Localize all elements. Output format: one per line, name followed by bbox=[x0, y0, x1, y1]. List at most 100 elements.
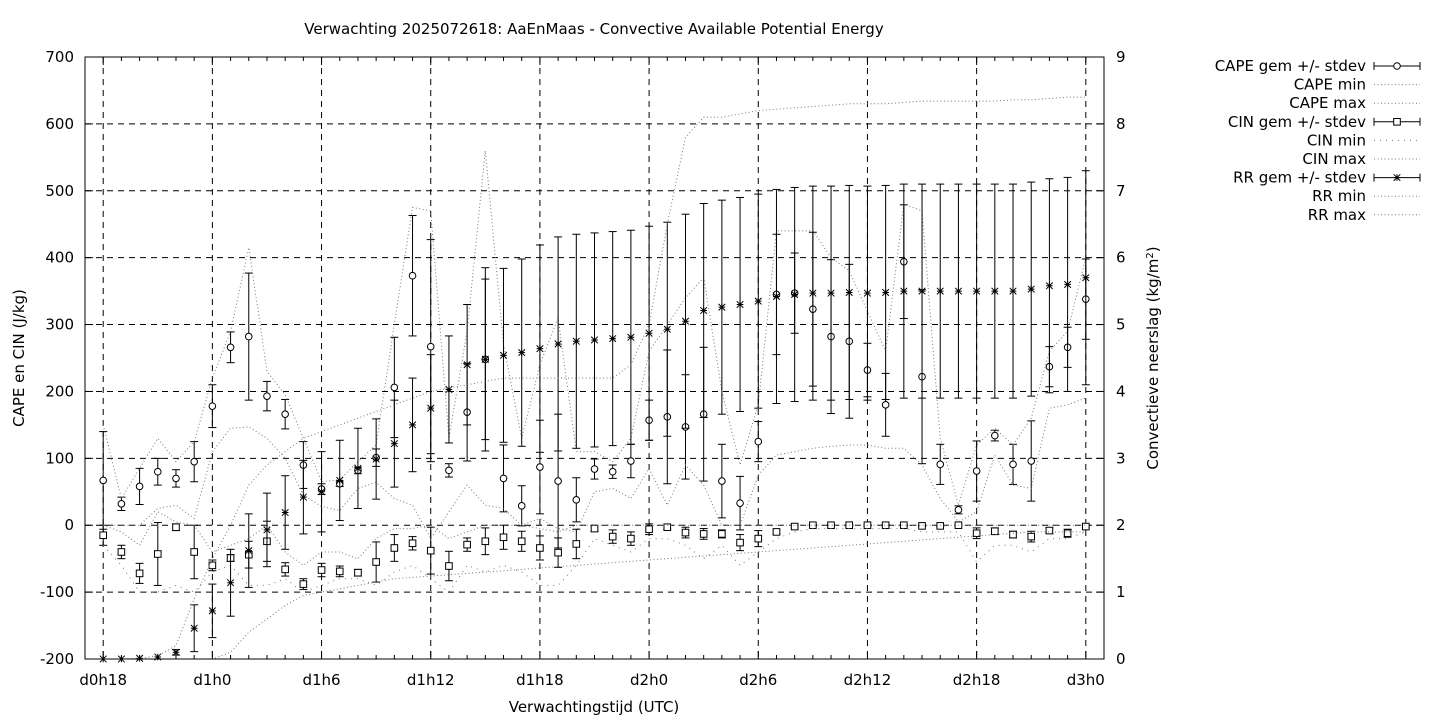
data-point bbox=[226, 579, 235, 587]
y-axis-label-right-end: ) bbox=[1144, 246, 1162, 252]
x-tick-label: d2h0 bbox=[630, 671, 668, 689]
data-point bbox=[681, 317, 690, 325]
data-point bbox=[1009, 530, 1017, 539]
data-point bbox=[554, 477, 562, 485]
data-point bbox=[445, 385, 453, 394]
data-point bbox=[335, 567, 344, 576]
data-point bbox=[663, 325, 671, 333]
data-point bbox=[972, 467, 981, 475]
data-point bbox=[172, 523, 180, 532]
series-cin-gem-stdev bbox=[99, 520, 1090, 590]
legend-label: CAPE min bbox=[1294, 76, 1366, 94]
data-point bbox=[499, 351, 508, 359]
series-layer bbox=[99, 96, 1090, 663]
data-point bbox=[208, 607, 217, 615]
data-point bbox=[791, 290, 799, 299]
data-point bbox=[863, 289, 872, 297]
legend-label: CIN max bbox=[1302, 150, 1366, 168]
data-point bbox=[499, 474, 508, 483]
data-point bbox=[754, 437, 763, 446]
y-tick-label-left: 300 bbox=[45, 316, 74, 334]
data-point bbox=[281, 508, 289, 517]
data-point bbox=[263, 392, 271, 400]
legend-label: CAPE max bbox=[1289, 94, 1366, 112]
data-point bbox=[372, 455, 380, 463]
data-point bbox=[936, 460, 945, 469]
data-point bbox=[827, 289, 835, 297]
x-tick-label: d2h18 bbox=[953, 671, 1001, 689]
data-point bbox=[1082, 522, 1090, 531]
y-tick-label-left: 600 bbox=[45, 115, 74, 133]
y-tick-label-right: 9 bbox=[1116, 48, 1126, 66]
data-point bbox=[700, 306, 708, 315]
legend-marker bbox=[1393, 118, 1401, 126]
data-point bbox=[372, 558, 380, 566]
data-point bbox=[153, 467, 162, 476]
y-tick-label-left: 500 bbox=[45, 182, 74, 200]
y-axis-label-right-main: Convectieve neerslag (kg/m bbox=[1144, 259, 1162, 470]
data-point bbox=[426, 342, 435, 351]
data-point bbox=[354, 568, 362, 577]
data-point bbox=[336, 476, 344, 485]
data-point bbox=[1082, 274, 1090, 282]
data-point bbox=[1045, 526, 1054, 535]
y-tick-label-left: -100 bbox=[40, 583, 74, 601]
data-point bbox=[627, 534, 635, 543]
data-point bbox=[317, 566, 326, 574]
y-tick-label-left: -200 bbox=[40, 650, 74, 668]
data-point bbox=[754, 534, 763, 543]
series-line-cin-min bbox=[102, 528, 1086, 593]
data-point bbox=[390, 383, 399, 392]
x-tick-label: d2h12 bbox=[844, 671, 892, 689]
data-point bbox=[208, 561, 217, 570]
data-point bbox=[754, 297, 762, 305]
data-point bbox=[536, 344, 544, 353]
data-point bbox=[681, 528, 690, 537]
data-point bbox=[900, 521, 908, 530]
data-point bbox=[172, 474, 180, 483]
data-point bbox=[936, 287, 944, 295]
data-point bbox=[281, 565, 289, 574]
data-point bbox=[608, 467, 617, 476]
x-tick-label: d0h18 bbox=[79, 671, 127, 689]
data-point bbox=[536, 463, 544, 471]
data-point bbox=[135, 569, 144, 578]
legend-label: RR gem +/- stdev bbox=[1233, 169, 1366, 187]
data-point bbox=[1009, 287, 1017, 295]
legend-label: RR max bbox=[1308, 206, 1366, 224]
y-tick-label-right: 4 bbox=[1116, 382, 1126, 400]
data-point bbox=[172, 648, 180, 656]
y-axis-label-left: CAPE en CIN (J/kg) bbox=[10, 289, 28, 427]
y-axis-label-right: Convectieve neerslag (kg/m2) bbox=[1144, 246, 1162, 469]
data-point bbox=[390, 544, 399, 552]
y-tick-label-right: 1 bbox=[1116, 583, 1126, 601]
data-point bbox=[918, 522, 926, 530]
data-point bbox=[208, 402, 217, 410]
data-point bbox=[954, 287, 963, 295]
data-point bbox=[481, 537, 490, 546]
legend-label: CAPE gem +/- stdev bbox=[1215, 57, 1366, 75]
data-point bbox=[245, 546, 253, 555]
x-tick-label: d1h18 bbox=[516, 671, 564, 689]
data-point bbox=[572, 496, 581, 504]
y-tick-label-left: 200 bbox=[45, 382, 74, 400]
data-point bbox=[627, 457, 635, 465]
data-point bbox=[736, 499, 744, 507]
y-tick-label-right: 8 bbox=[1116, 115, 1126, 133]
data-point bbox=[554, 340, 562, 348]
data-point bbox=[499, 533, 508, 542]
data-point bbox=[881, 401, 890, 409]
data-point bbox=[991, 527, 999, 536]
data-point bbox=[663, 523, 672, 532]
data-point bbox=[117, 548, 126, 556]
series-line-rr-min bbox=[103, 531, 1086, 660]
x-axis-label: Verwachtingstijd (UTC) bbox=[509, 698, 680, 716]
series-rr-gem-stdev bbox=[99, 170, 1090, 663]
data-point bbox=[190, 457, 198, 466]
x-tick-label: d2h6 bbox=[739, 671, 777, 689]
data-point bbox=[518, 348, 526, 357]
data-point bbox=[991, 431, 999, 440]
legend-label: CIN gem +/- stdev bbox=[1228, 113, 1366, 131]
data-point bbox=[226, 343, 235, 352]
